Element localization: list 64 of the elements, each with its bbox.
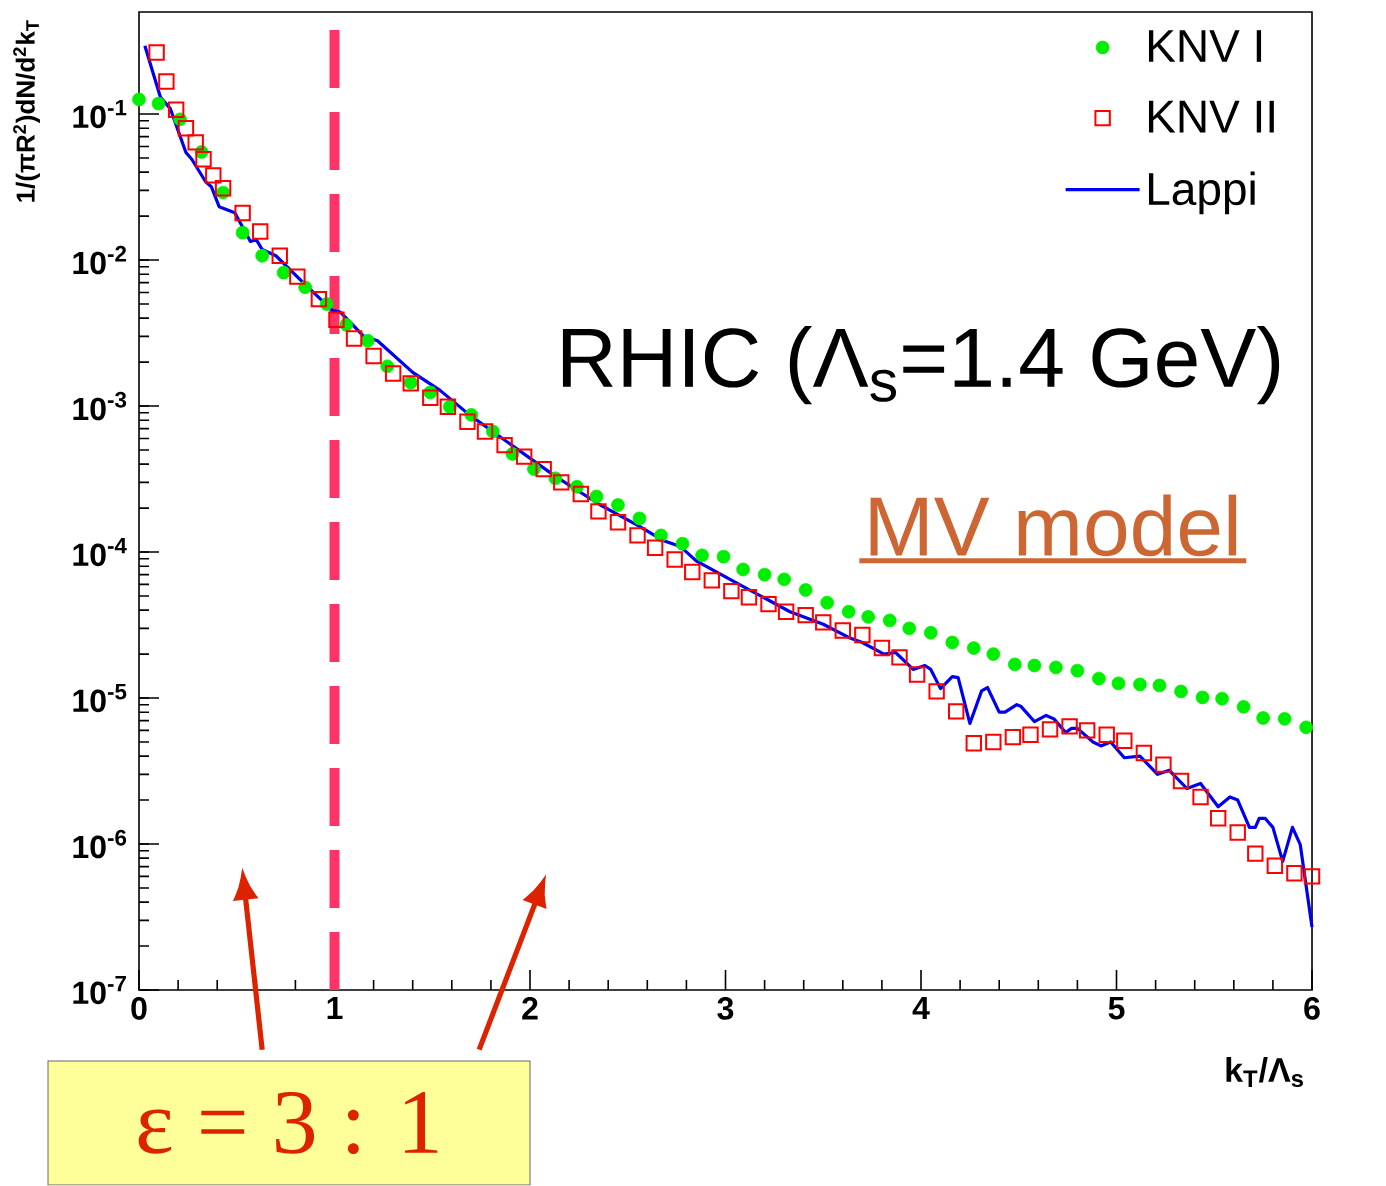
y-tick-label: 10$^{-7}$ [73, 976, 126, 1005]
point [255, 249, 269, 263]
legend-label: KNV II [1148, 101, 1274, 133]
x-tick-label: 5 [1108, 997, 1125, 1020]
point [1256, 711, 1270, 726]
point [151, 97, 166, 111]
point [777, 572, 791, 587]
point [611, 498, 625, 513]
point [1299, 720, 1313, 735]
y-tick-label: 10$^{-1}$ [73, 100, 127, 129]
point [675, 537, 690, 551]
point [1174, 684, 1188, 699]
point [1070, 664, 1085, 678]
point [945, 635, 960, 650]
x-tick-label: 2 [522, 997, 538, 1020]
y-tick-label: 10$^{-5}$ [73, 684, 127, 713]
x-axis-title: k$_{T}$/Λ$_{s}$ [1226, 1057, 1303, 1088]
point [132, 92, 146, 107]
point [902, 621, 917, 636]
text: ε = 3 : 1 [138, 1092, 438, 1155]
point [1195, 690, 1210, 705]
point [798, 583, 813, 597]
point [1092, 671, 1106, 686]
point [736, 562, 750, 577]
x-tick-label: 3 [717, 997, 734, 1021]
y-tick-label: 10$^{-3}$ [73, 392, 127, 421]
y-axis-title: 1/(πR$^{2}$)dN/d$^{2}$k$_{T}$ [13, 20, 40, 202]
point [1027, 658, 1042, 673]
point [861, 610, 876, 624]
point [1049, 660, 1063, 675]
point [882, 613, 897, 628]
point [1277, 712, 1292, 726]
point [235, 226, 250, 240]
point [1111, 676, 1126, 691]
point [695, 548, 709, 563]
x-tick-label: 4 [912, 997, 930, 1020]
x-tick-label: 6 [1304, 997, 1320, 1020]
point [986, 647, 1001, 662]
point [716, 550, 731, 564]
point [276, 266, 291, 280]
point [820, 596, 834, 610]
point [757, 568, 772, 582]
point [1236, 700, 1251, 714]
point [1152, 678, 1167, 693]
point [443, 400, 457, 414]
point [841, 605, 856, 619]
y-tick-label: 10$^{-4}$ [73, 538, 127, 567]
point [923, 626, 938, 640]
point [1215, 692, 1229, 706]
point [966, 641, 981, 656]
y-tick-label: 10$^{-2}$ [73, 246, 127, 275]
point [589, 489, 604, 504]
point [360, 334, 375, 348]
x-tick-label: 1 [327, 997, 343, 1020]
point [1133, 677, 1147, 692]
legend-label: Lappi [1148, 171, 1255, 215]
legend-label: KNV I [1148, 30, 1262, 63]
y-tick-label: 10$^{-6}$ [73, 830, 127, 859]
point [654, 528, 668, 543]
annotation: MV model [870, 494, 1237, 557]
x-tick-label: 0 [131, 997, 147, 1020]
annotation: RHIC (Λ$_{s}$=1.4 GeV) [562, 326, 1280, 405]
point [632, 511, 647, 526]
point [1008, 657, 1022, 672]
